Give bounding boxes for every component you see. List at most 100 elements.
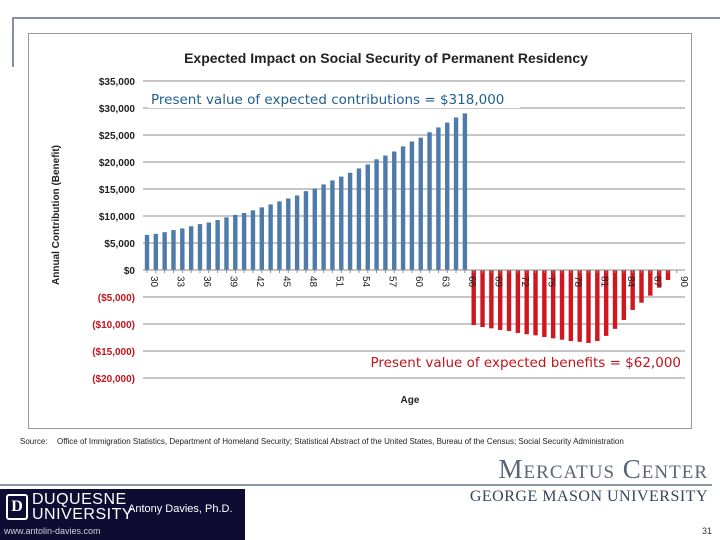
contribution-bar (294, 195, 300, 270)
slide-top-rule (12, 17, 720, 19)
benefits-annotation: Present value of expected benefits = $62… (370, 355, 681, 371)
x-tick-label: 30 (148, 276, 159, 288)
x-tick-label: 69 (492, 276, 503, 288)
benefit-bar (639, 270, 644, 303)
x-tick-label: 66 (466, 276, 477, 288)
duquesne-name: DUQUESNE (32, 491, 127, 508)
mercatus-center-logo: Mercatus Center (498, 454, 708, 484)
contribution-bar (215, 220, 220, 270)
benefit-bar (656, 270, 662, 288)
contribution-bar (268, 204, 273, 270)
author-name: Antony Davies, Ph.D. (128, 503, 233, 515)
chart-title: Expected Impact on Social Security of Pe… (184, 50, 588, 66)
benefit-bar (489, 270, 494, 329)
x-tick-label: 33 (174, 276, 185, 288)
benefit-bar (630, 270, 635, 310)
contribution-bar (162, 232, 167, 270)
contribution-bar (153, 233, 159, 270)
contribution-bar (277, 201, 282, 270)
x-tick-label: 87 (651, 276, 662, 288)
contribution-bar (330, 180, 335, 270)
source-text: Office of Immigration Statistics, Depart… (57, 437, 624, 446)
contribution-bar (180, 228, 185, 270)
x-tick-label: 42 (254, 276, 265, 288)
contribution-bar (312, 188, 317, 270)
x-tick-label: 51 (333, 276, 344, 288)
footer-rule (0, 484, 712, 486)
y-tick-label: ($5,000) (98, 293, 135, 304)
y-tick-label: $25,000 (99, 131, 136, 142)
contribution-bar (383, 155, 388, 270)
slide-left-rule (12, 17, 14, 67)
university-name: UNIVERSITY (32, 506, 134, 523)
benefit-bar (621, 270, 627, 320)
benefit-bar (648, 270, 653, 296)
contribution-bar (374, 159, 379, 270)
contribution-bar (453, 117, 459, 270)
benefit-bar (559, 270, 565, 340)
y-tick-label: $20,000 (99, 158, 136, 169)
x-tick-label: 72 (519, 276, 530, 288)
contribution-bar (206, 222, 212, 270)
y-tick-label: $5,000 (104, 239, 135, 250)
y-tick-label: ($15,000) (92, 347, 135, 358)
contribution-bar (436, 127, 441, 270)
contribution-bar (259, 207, 264, 270)
benefit-bar (603, 270, 609, 336)
contribution-bar (418, 137, 423, 270)
benefit-bar (612, 270, 618, 329)
contribution-bar (250, 210, 256, 270)
duquesne-banner: D DUQUESNE UNIVERSITY Antony Davies, Ph.… (0, 489, 245, 540)
benefit-bar (568, 270, 574, 342)
benefit-bar (577, 270, 582, 342)
x-tick-label: 75 (545, 276, 556, 288)
contribution-bar (303, 191, 309, 270)
contributions-annotation-bg (148, 89, 520, 108)
benefit-bar (595, 270, 600, 342)
benefit-bar (480, 270, 485, 327)
y-tick-label: $30,000 (99, 104, 136, 115)
contribution-bar (427, 132, 432, 270)
page-number: 31 (702, 526, 713, 536)
contribution-bar (356, 168, 362, 270)
benefit-bar (542, 270, 547, 337)
contribution-bar (224, 217, 229, 270)
contribution-bar (233, 214, 238, 270)
duquesne-crest-icon: D (6, 494, 28, 520)
benefit-bar (665, 270, 671, 280)
y-axis-label: Annual Contribution (Benefit) (51, 145, 62, 285)
contribution-bar (286, 198, 291, 270)
contribution-bar (400, 146, 406, 270)
x-tick-label: 84 (625, 276, 636, 288)
x-tick-label: 81 (598, 276, 609, 288)
x-tick-label: 48 (307, 276, 318, 288)
contribution-bar (188, 226, 194, 270)
benefit-bar (471, 270, 476, 326)
benefit-bar (506, 270, 512, 332)
y-tick-label: ($10,000) (92, 320, 135, 331)
x-tick-label: 60 (413, 276, 424, 288)
contribution-bar (321, 184, 326, 270)
contribution-bar (445, 122, 450, 270)
y-tick-label: ($20,000) (92, 374, 135, 385)
benefit-bar (498, 270, 503, 330)
benefit-bar (515, 270, 521, 333)
x-tick-label: 45 (280, 276, 291, 288)
x-tick-label: 39 (227, 276, 238, 288)
y-tick-label: $0 (124, 266, 136, 277)
author-url[interactable]: www.antolin-davies.com (4, 526, 101, 536)
contribution-bar (339, 176, 344, 270)
george-mason-logo: GEORGE MASON UNIVERSITY (469, 488, 708, 505)
x-tick-label: 63 (439, 276, 450, 288)
benefit-bar (586, 270, 591, 343)
benefit-bar (533, 270, 538, 336)
contribution-bar (365, 164, 370, 270)
x-tick-label: 36 (201, 276, 212, 288)
contribution-bar (197, 224, 203, 270)
source-label: Source: (20, 437, 48, 446)
benefits-annotation-bg (353, 353, 683, 372)
contribution-bar (462, 113, 468, 271)
contribution-bar (241, 213, 247, 270)
benefit-bar (524, 270, 529, 335)
